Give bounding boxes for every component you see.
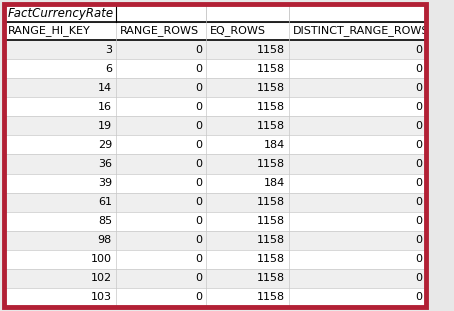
Text: 0: 0 bbox=[196, 44, 202, 54]
Text: 1158: 1158 bbox=[257, 216, 285, 226]
Text: 1158: 1158 bbox=[257, 159, 285, 169]
Text: 3: 3 bbox=[105, 44, 112, 54]
Text: 184: 184 bbox=[264, 178, 285, 188]
Text: 1158: 1158 bbox=[257, 121, 285, 131]
Text: 1158: 1158 bbox=[257, 235, 285, 245]
Text: 0: 0 bbox=[415, 159, 422, 169]
Text: 61: 61 bbox=[98, 197, 112, 207]
Bar bbox=[4, 135, 426, 155]
Bar bbox=[4, 269, 426, 288]
Bar bbox=[4, 288, 426, 307]
Bar bbox=[4, 22, 426, 40]
Text: 0: 0 bbox=[415, 292, 422, 303]
Text: 1158: 1158 bbox=[257, 102, 285, 112]
Text: 1158: 1158 bbox=[257, 292, 285, 303]
Text: 0: 0 bbox=[196, 83, 202, 93]
Text: 0: 0 bbox=[196, 178, 202, 188]
Text: 0: 0 bbox=[415, 140, 422, 150]
Text: 0: 0 bbox=[415, 216, 422, 226]
Text: 16: 16 bbox=[98, 102, 112, 112]
Text: RANGE_HI_KEY: RANGE_HI_KEY bbox=[8, 26, 90, 36]
Bar bbox=[4, 59, 426, 78]
Bar bbox=[4, 155, 426, 174]
Text: 0: 0 bbox=[196, 273, 202, 283]
Text: 6: 6 bbox=[105, 64, 112, 74]
Text: 0: 0 bbox=[415, 102, 422, 112]
Text: 1158: 1158 bbox=[257, 197, 285, 207]
Text: 0: 0 bbox=[196, 140, 202, 150]
Text: DISTINCT_RANGE_ROWS: DISTINCT_RANGE_ROWS bbox=[292, 26, 429, 36]
Text: 1158: 1158 bbox=[257, 254, 285, 264]
Text: 0: 0 bbox=[415, 64, 422, 74]
Text: 29: 29 bbox=[98, 140, 112, 150]
Text: 0: 0 bbox=[196, 216, 202, 226]
Text: 98: 98 bbox=[98, 235, 112, 245]
Text: 1158: 1158 bbox=[257, 64, 285, 74]
Text: FactCurrencyRate: FactCurrencyRate bbox=[8, 7, 114, 20]
Text: 0: 0 bbox=[415, 121, 422, 131]
Text: EQ_ROWS: EQ_ROWS bbox=[210, 26, 266, 36]
Text: 14: 14 bbox=[98, 83, 112, 93]
Text: 103: 103 bbox=[91, 292, 112, 303]
Bar bbox=[4, 212, 426, 231]
Bar bbox=[4, 97, 426, 116]
Text: 0: 0 bbox=[415, 254, 422, 264]
Bar bbox=[4, 40, 426, 59]
Text: 0: 0 bbox=[196, 197, 202, 207]
Text: 0: 0 bbox=[415, 273, 422, 283]
Text: 36: 36 bbox=[98, 159, 112, 169]
Text: 1158: 1158 bbox=[257, 273, 285, 283]
Text: 0: 0 bbox=[196, 292, 202, 303]
Text: 102: 102 bbox=[91, 273, 112, 283]
Text: 1158: 1158 bbox=[257, 83, 285, 93]
Bar bbox=[4, 193, 426, 212]
Bar bbox=[4, 4, 426, 22]
Bar bbox=[4, 174, 426, 193]
Text: 0: 0 bbox=[196, 235, 202, 245]
Text: 0: 0 bbox=[196, 121, 202, 131]
Text: 0: 0 bbox=[196, 102, 202, 112]
Text: 19: 19 bbox=[98, 121, 112, 131]
Text: 0: 0 bbox=[415, 44, 422, 54]
Text: 0: 0 bbox=[196, 64, 202, 74]
Text: RANGE_ROWS: RANGE_ROWS bbox=[119, 26, 198, 36]
Text: 0: 0 bbox=[415, 235, 422, 245]
Text: 0: 0 bbox=[196, 159, 202, 169]
Text: 85: 85 bbox=[98, 216, 112, 226]
Text: 184: 184 bbox=[264, 140, 285, 150]
Bar bbox=[4, 116, 426, 135]
Text: 100: 100 bbox=[91, 254, 112, 264]
Text: 1158: 1158 bbox=[257, 44, 285, 54]
Text: 0: 0 bbox=[415, 197, 422, 207]
Text: 39: 39 bbox=[98, 178, 112, 188]
Text: 0: 0 bbox=[415, 83, 422, 93]
Text: 0: 0 bbox=[196, 254, 202, 264]
Bar bbox=[4, 250, 426, 269]
Text: 0: 0 bbox=[415, 178, 422, 188]
Bar bbox=[4, 231, 426, 250]
Bar bbox=[4, 78, 426, 97]
